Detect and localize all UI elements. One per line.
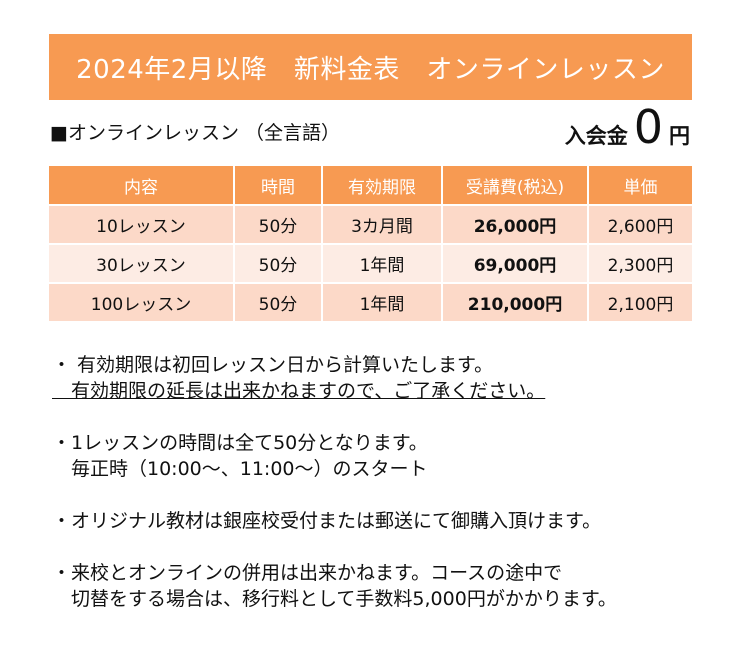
note-materials: ・オリジナル教材は銀座校受付または郵送にて御購入頂けます。	[52, 508, 712, 534]
notes-list: ・ 有効期限は初回レッスン日から計算いたします。 有効期限の延長は出来かねますの…	[52, 352, 712, 638]
cell-validity: 1年間	[323, 243, 443, 282]
price-table: 内容 時間 有効期限 受講費(税込) 単価 10レッスン 50分 3カ月間 26…	[49, 166, 692, 321]
table-row: 100レッスン 50分 1年間 210,000円 2,100円	[49, 282, 692, 321]
table-row: 10レッスン 50分 3カ月間 26,000円 2,600円	[49, 204, 692, 243]
cell-unit-price: 2,600円	[589, 204, 692, 243]
cell-validity: 3カ月間	[323, 204, 443, 243]
entrance-fee: 入会金 0 円	[565, 104, 690, 150]
cell-content: 30レッスン	[49, 243, 235, 282]
header-duration: 時間	[235, 166, 323, 204]
table-row: 30レッスン 50分 1年間 69,000円 2,300円	[49, 243, 692, 282]
header-unit-price: 単価	[589, 166, 692, 204]
entrance-fee-amount: 0	[633, 100, 663, 154]
cell-duration: 50分	[235, 243, 323, 282]
note-switching: ・来校とオンラインの併用は出来かねます。コースの途中で 切替をする場合は、移行料…	[52, 560, 712, 612]
note-line: ・1レッスンの時間は全て50分となります。	[52, 432, 428, 454]
note-lesson-time: ・1レッスンの時間は全て50分となります。 毎正時（10:00～、11:00～）…	[52, 430, 712, 482]
entrance-fee-unit: 円	[669, 124, 690, 148]
entrance-fee-label: 入会金	[564, 124, 628, 148]
cell-fee: 210,000円	[443, 282, 589, 321]
cell-unit-price: 2,300円	[589, 243, 692, 282]
banner-title: 2024年2月以降 新料金表 オンラインレッスン	[49, 34, 692, 100]
cell-fee: 26,000円	[443, 204, 589, 243]
note-line: 切替をする場合は、移行料として手数料5,000円がかかります。	[52, 588, 617, 610]
section-title: ■オンラインレッスン （全言語）	[50, 122, 340, 144]
cell-content: 100レッスン	[49, 282, 235, 321]
note-line: ・ 有効期限は初回レッスン日から計算いたします。	[52, 354, 494, 376]
table-header-row: 内容 時間 有効期限 受講費(税込) 単価	[49, 166, 692, 204]
cell-content: 10レッスン	[49, 204, 235, 243]
note-line-underlined: 有効期限の延長は出来かねますので、ご了承ください。	[52, 380, 546, 402]
note-line: ・来校とオンラインの併用は出来かねます。コースの途中で	[52, 562, 563, 584]
note-line: ・オリジナル教材は銀座校受付または郵送にて御購入頂けます。	[52, 510, 602, 532]
cell-duration: 50分	[235, 204, 323, 243]
cell-duration: 50分	[235, 282, 323, 321]
header-validity: 有効期限	[323, 166, 443, 204]
note-line: 毎正時（10:00～、11:00～）のスタート	[52, 458, 428, 480]
cell-fee: 69,000円	[443, 243, 589, 282]
cell-validity: 1年間	[323, 282, 443, 321]
cell-unit-price: 2,100円	[589, 282, 692, 321]
note-validity: ・ 有効期限は初回レッスン日から計算いたします。 有効期限の延長は出来かねますの…	[52, 352, 712, 404]
header-fee: 受講費(税込)	[443, 166, 589, 204]
header-content: 内容	[49, 166, 235, 204]
